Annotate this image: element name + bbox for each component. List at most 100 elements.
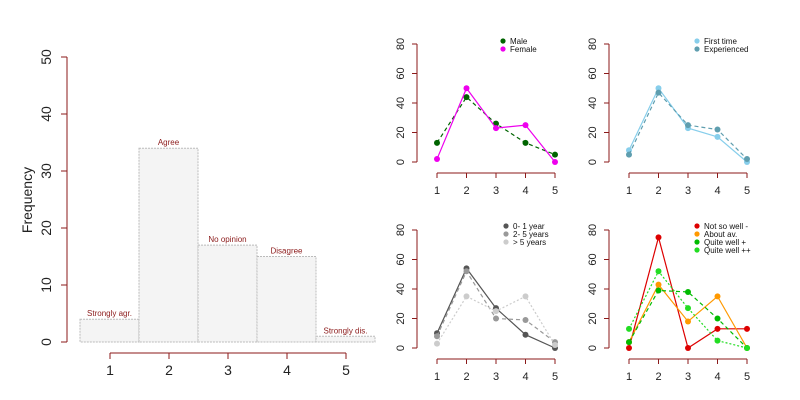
x-tick-label: 4 <box>283 362 291 378</box>
bar <box>138 147 199 343</box>
legend-label: Experienced <box>704 45 748 54</box>
x-tick-label: 3 <box>493 185 499 197</box>
data-point <box>626 325 632 332</box>
bar-label: Strongly agr. <box>87 309 132 318</box>
data-point <box>434 139 440 146</box>
data-point <box>434 156 440 163</box>
y-tick-label: 40 <box>587 97 599 109</box>
data-point <box>493 315 499 322</box>
data-point <box>463 85 470 92</box>
y-tick-label: 80 <box>587 224 599 236</box>
x-tick-label: 4 <box>714 371 720 383</box>
x-tick-label: 2 <box>463 371 469 383</box>
y-tick-label: 60 <box>587 67 599 79</box>
bar <box>197 244 258 343</box>
x-tick-label: 1 <box>106 362 114 378</box>
y-axis-label: Frequency <box>19 167 35 233</box>
data-point <box>744 345 750 351</box>
x-tick-label: 5 <box>744 185 750 197</box>
legend-marker <box>694 38 700 44</box>
series-line <box>628 289 748 349</box>
y-tick-label: 50 <box>38 49 54 65</box>
bar-label: Strongly dis. <box>323 326 367 335</box>
y-tick-label: 40 <box>587 283 599 295</box>
data-point <box>552 151 558 158</box>
data-point <box>685 288 691 295</box>
legend-marker <box>503 231 509 237</box>
data-point <box>655 268 662 275</box>
data-point <box>626 339 632 346</box>
legend-label: 0- 1 year <box>513 222 545 231</box>
y-tick-label: 20 <box>587 312 599 324</box>
data-point <box>522 139 529 146</box>
y-tick-label: 20 <box>395 126 407 138</box>
x-tick-label: 3 <box>224 362 232 378</box>
y-tick-label: 40 <box>395 97 407 109</box>
legend-label: Female <box>510 45 537 54</box>
legend-label: 2- 5 years <box>513 230 549 239</box>
legend-label: First time <box>704 37 737 46</box>
data-point <box>522 122 529 129</box>
y-tick-label: 10 <box>38 277 54 293</box>
legend-marker <box>694 46 700 52</box>
legend-label: Male <box>510 37 528 46</box>
x-tick-label: 4 <box>522 185 528 197</box>
legend-label: Quite well + <box>704 238 746 247</box>
bar <box>256 256 317 343</box>
data-point <box>714 133 721 140</box>
y-tick-label: 30 <box>38 163 54 179</box>
x-tick-label: 2 <box>655 371 661 383</box>
data-point <box>552 159 558 165</box>
data-point <box>626 151 632 158</box>
y-tick-label: 80 <box>587 38 599 50</box>
data-point <box>685 305 691 312</box>
legend-marker <box>694 223 700 229</box>
y-tick-label: 20 <box>587 126 599 138</box>
x-tick-label: 1 <box>626 371 632 383</box>
y-tick-label: 0 <box>587 159 599 165</box>
y-tick-label: 20 <box>38 220 54 236</box>
legend-label: Not so well - <box>704 222 748 231</box>
data-point <box>522 316 529 323</box>
legend-marker <box>500 46 506 52</box>
x-tick-label: 3 <box>493 371 499 383</box>
y-tick-label: 0 <box>395 159 407 165</box>
data-point <box>744 156 750 163</box>
y-tick-label: 20 <box>395 312 407 324</box>
data-point <box>522 293 529 300</box>
data-point <box>685 345 691 351</box>
legend-marker <box>503 239 509 245</box>
x-tick-label: 3 <box>685 371 691 383</box>
data-point <box>522 331 529 338</box>
data-point <box>655 287 662 294</box>
x-tick-label: 2 <box>165 362 173 378</box>
bar <box>315 335 376 343</box>
y-tick-label: 40 <box>38 106 54 122</box>
x-tick-label: 5 <box>744 371 750 383</box>
x-tick-label: 2 <box>463 185 469 197</box>
x-tick-label: 4 <box>522 371 528 383</box>
data-point <box>655 89 662 96</box>
data-point <box>626 345 632 351</box>
data-point <box>744 325 750 332</box>
bar-chart-panel: Strongly agr. Agree No opinion Disagree Stro… <box>19 49 376 378</box>
legend-marker <box>503 223 509 229</box>
y-tick-label: 80 <box>395 38 407 50</box>
data-point <box>714 337 721 344</box>
legend-label: Quite well ++ <box>704 246 751 255</box>
data-point <box>655 281 662 288</box>
x-tick-label: 5 <box>552 185 558 197</box>
y-tick-label: 60 <box>395 253 407 265</box>
y-tick-label: 60 <box>395 67 407 79</box>
data-point <box>685 318 691 325</box>
data-point <box>493 125 499 132</box>
bar-label: Disagree <box>270 247 303 256</box>
legend-label: > 5 years <box>513 238 546 247</box>
y-tick-label: 0 <box>38 338 54 346</box>
data-point <box>493 308 499 315</box>
x-tick-label: 3 <box>685 185 691 197</box>
data-point <box>463 94 470 101</box>
